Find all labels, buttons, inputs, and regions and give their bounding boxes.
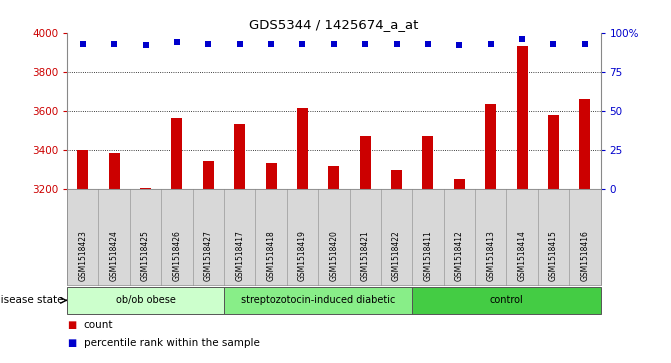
Text: GSM1518427: GSM1518427 bbox=[204, 231, 213, 281]
Text: GSM1518422: GSM1518422 bbox=[392, 231, 401, 281]
Point bbox=[580, 41, 590, 46]
Text: ob/ob obese: ob/ob obese bbox=[115, 295, 176, 305]
Text: ■: ■ bbox=[67, 320, 76, 330]
Text: count: count bbox=[84, 320, 113, 330]
Point bbox=[454, 42, 465, 48]
Bar bbox=[140, 188, 151, 189]
Bar bbox=[109, 153, 119, 189]
Bar bbox=[77, 150, 89, 189]
Bar bbox=[391, 170, 402, 189]
Bar bbox=[297, 108, 308, 189]
Bar bbox=[548, 115, 559, 189]
Text: GSM1518411: GSM1518411 bbox=[423, 231, 433, 281]
Bar bbox=[234, 125, 245, 189]
Text: GSM1518419: GSM1518419 bbox=[298, 231, 307, 281]
Text: GSM1518417: GSM1518417 bbox=[235, 231, 244, 281]
Text: GSM1518416: GSM1518416 bbox=[580, 231, 589, 281]
Text: GSM1518414: GSM1518414 bbox=[517, 231, 527, 281]
Point bbox=[266, 41, 276, 46]
Point bbox=[109, 41, 119, 46]
Text: GSM1518423: GSM1518423 bbox=[79, 231, 87, 281]
Text: control: control bbox=[490, 295, 523, 305]
Text: ■: ■ bbox=[67, 338, 76, 348]
Bar bbox=[203, 162, 214, 189]
Bar bbox=[171, 118, 183, 189]
Point bbox=[140, 42, 151, 48]
Bar bbox=[266, 163, 276, 189]
Bar bbox=[579, 99, 590, 189]
Text: GSM1518415: GSM1518415 bbox=[549, 231, 558, 281]
Point bbox=[172, 39, 183, 45]
Point bbox=[234, 41, 245, 46]
Bar bbox=[454, 179, 465, 189]
Text: GSM1518418: GSM1518418 bbox=[266, 231, 276, 281]
Text: GSM1518420: GSM1518420 bbox=[329, 231, 338, 281]
Point bbox=[517, 36, 527, 42]
Text: percentile rank within the sample: percentile rank within the sample bbox=[84, 338, 260, 348]
Text: GSM1518425: GSM1518425 bbox=[141, 231, 150, 281]
Title: GDS5344 / 1425674_a_at: GDS5344 / 1425674_a_at bbox=[249, 19, 419, 32]
Point bbox=[297, 41, 308, 46]
Text: GSM1518413: GSM1518413 bbox=[486, 231, 495, 281]
Point bbox=[423, 41, 433, 46]
Point bbox=[548, 41, 559, 46]
Text: streptozotocin-induced diabetic: streptozotocin-induced diabetic bbox=[241, 295, 395, 305]
Point bbox=[77, 41, 88, 46]
Text: GSM1518412: GSM1518412 bbox=[455, 231, 464, 281]
Point bbox=[203, 41, 213, 46]
Text: GSM1518426: GSM1518426 bbox=[172, 231, 181, 281]
Bar bbox=[328, 166, 340, 189]
Point bbox=[485, 41, 496, 46]
Point bbox=[360, 41, 370, 46]
Bar bbox=[423, 136, 433, 189]
Text: GSM1518421: GSM1518421 bbox=[361, 231, 370, 281]
Bar bbox=[360, 136, 370, 189]
Bar bbox=[517, 46, 527, 189]
Bar bbox=[485, 104, 497, 189]
Text: disease state: disease state bbox=[0, 295, 64, 305]
Point bbox=[391, 41, 402, 46]
Point bbox=[329, 41, 339, 46]
Text: GSM1518424: GSM1518424 bbox=[109, 231, 119, 281]
